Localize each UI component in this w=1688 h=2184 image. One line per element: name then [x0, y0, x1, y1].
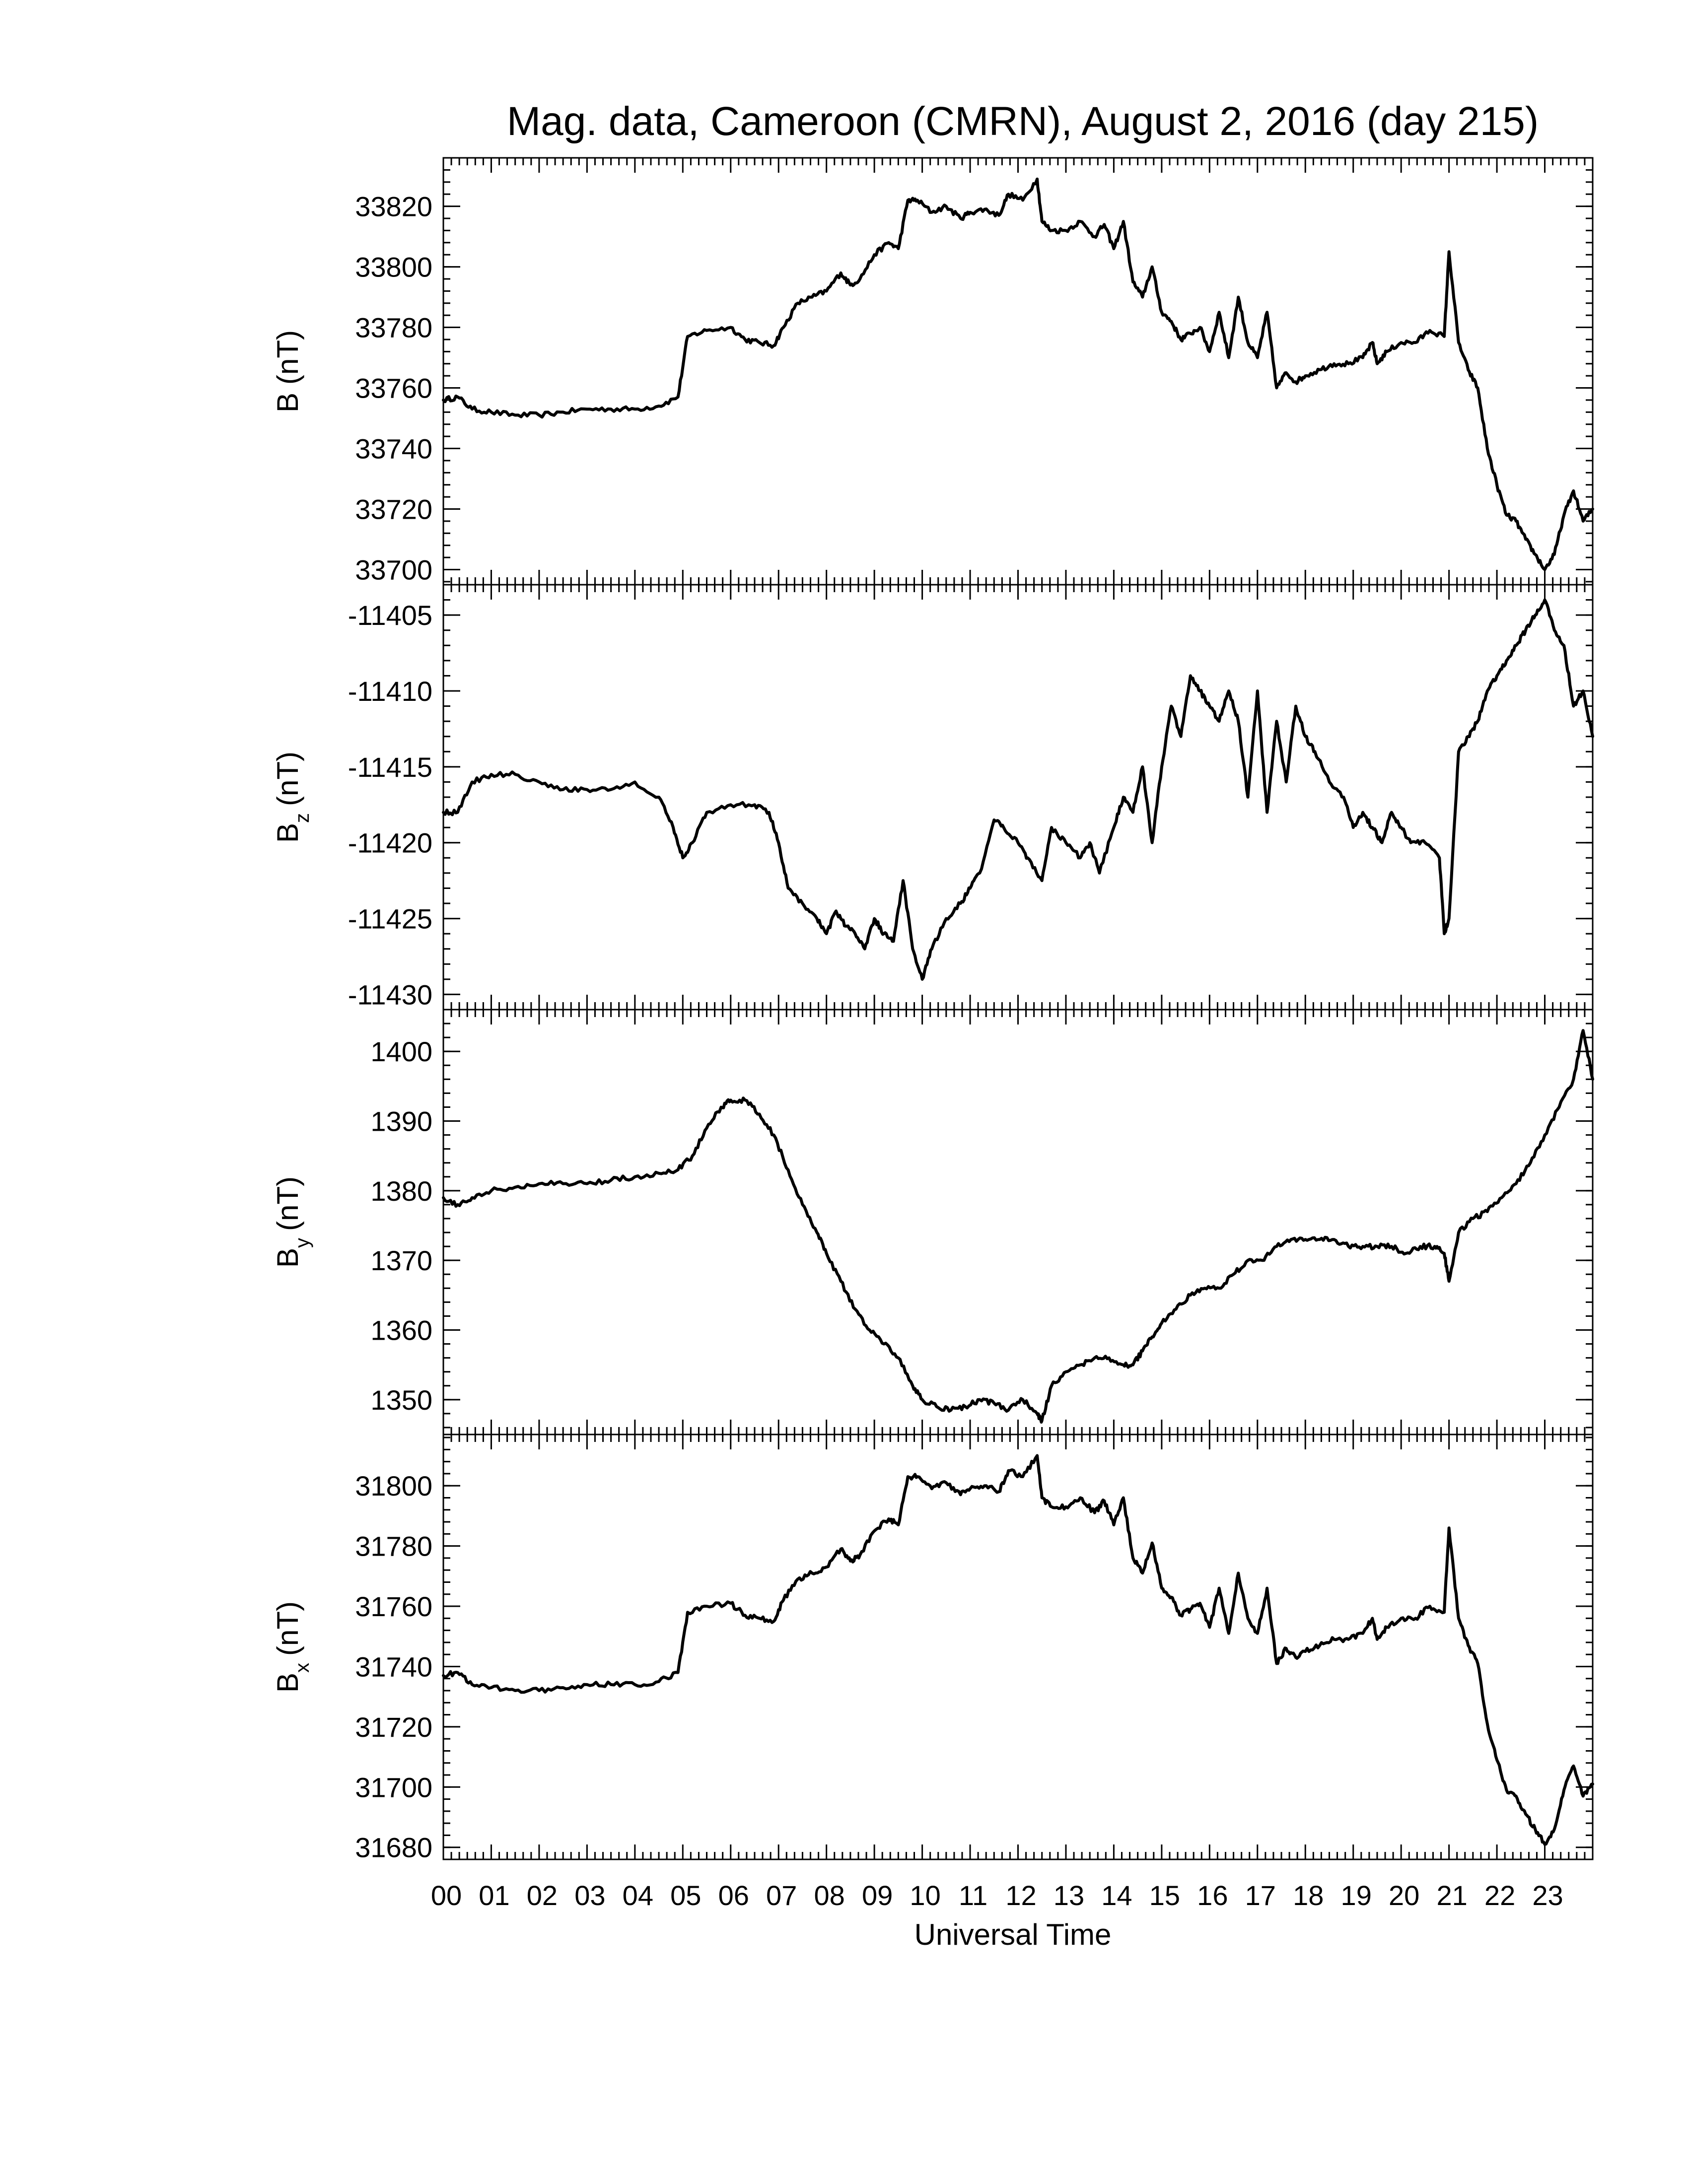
y-tick-label: 31740 [355, 1651, 432, 1682]
panel-3: 1350 1360 1370 1380 1390 1400 By (nT) [271, 1009, 1594, 1435]
x-tick-label: 06 [718, 1880, 749, 1911]
series-line [442, 1454, 1594, 1846]
y-label-main: B [271, 1248, 304, 1268]
x-tick-label: 08 [814, 1880, 845, 1911]
y-axis-label: By (nT) [271, 1176, 313, 1268]
y-tick-label: -11410 [348, 676, 432, 707]
x-tick-label: 01 [479, 1880, 509, 1911]
panel-4: 31680 31700 31720 31740 31760 31780 31800 Bx (nT… [271, 1433, 1594, 1863]
x-tick-label: 19 [1341, 1880, 1372, 1911]
y-tick-label: 33760 [355, 373, 432, 404]
y-tick-label: -11420 [348, 827, 432, 859]
y-tick-label: 31680 [355, 1832, 432, 1863]
x-tick-label: 11 [959, 1880, 987, 1911]
y-axis-label: Bz (nT) [271, 751, 313, 843]
series-line [442, 598, 1594, 981]
y-tick-label: 31720 [355, 1711, 432, 1743]
y-tick-label: 31780 [355, 1531, 432, 1562]
x-tick-label: 10 [910, 1880, 940, 1911]
y-tick-label: -11415 [348, 751, 432, 783]
y-label-main: B [271, 823, 304, 843]
x-tick-label: 16 [1197, 1880, 1228, 1911]
y-label-main: B [271, 1673, 304, 1693]
y-tick-label: -11425 [348, 903, 432, 935]
x-tick-label: 03 [574, 1880, 605, 1911]
x-tick-label: 13 [1054, 1880, 1084, 1911]
panel-1: 33700 33720 33740 33760 33780 33800 33820 B (nT) [271, 157, 1594, 586]
x-tick-label: 20 [1389, 1880, 1419, 1911]
y-tick-label: 1380 [370, 1175, 432, 1207]
x-tick-label: 07 [766, 1880, 797, 1911]
x-tick-label: 04 [623, 1880, 653, 1911]
series-line [442, 177, 1594, 571]
y-tick-label: 31700 [355, 1772, 432, 1803]
y-label-unit: (nT) [271, 1176, 304, 1231]
y-tick-label: 33800 [355, 252, 432, 283]
series-line [442, 1029, 1594, 1424]
x-tick-label: 21 [1436, 1880, 1467, 1911]
x-tick-label: 12 [1005, 1880, 1036, 1911]
y-tick-label: 1350 [370, 1384, 432, 1416]
y-label-subscript: x [291, 1663, 313, 1673]
y-tick-label: 31800 [355, 1470, 432, 1502]
y-tick-label: 1400 [370, 1036, 432, 1067]
y-label-subscript: y [291, 1238, 313, 1248]
chart-title: Mag. data, Cameroon (CMRN), August 2, 20… [507, 99, 1539, 144]
y-label-main: B [271, 393, 304, 412]
y-tick-label: 33820 [355, 191, 432, 222]
x-axis: 00 01 02 03 04 05 06 07 08 09 10 11 12 13 14 15 16 17 18 19… [431, 1880, 1563, 1911]
panel-2: -11430 -11425 -11420 -11415 -11410 -11405 Bz (n… [271, 584, 1594, 1011]
y-tick-label: 33740 [355, 433, 432, 465]
y-label-unit: (nT) [271, 330, 304, 385]
y-tick-label: 33700 [355, 554, 432, 586]
y-tick-label: 1390 [370, 1106, 432, 1137]
y-axis-label: B (nT) [271, 330, 304, 412]
x-axis-label: Universal Time [914, 1918, 1112, 1951]
panels-group: 33700 33720 33740 33760 33780 33800 33820 B (nT)… [271, 157, 1594, 1863]
y-tick-label: 1360 [370, 1315, 432, 1346]
y-tick-label: 31760 [355, 1591, 432, 1622]
y-axis-label: Bx (nT) [271, 1601, 313, 1693]
y-tick-label: -11405 [348, 600, 432, 631]
x-tick-label: 18 [1293, 1880, 1324, 1911]
x-tick-label: 15 [1149, 1880, 1180, 1911]
y-label-subscript: z [291, 813, 313, 823]
x-tick-label: 00 [431, 1880, 462, 1911]
x-tick-label: 17 [1245, 1880, 1276, 1911]
x-tick-label: 14 [1101, 1880, 1132, 1911]
x-tick-label: 05 [670, 1880, 701, 1911]
y-tick-label: 33720 [355, 494, 432, 525]
y-tick-label: -11430 [348, 979, 432, 1010]
x-tick-label: 22 [1484, 1880, 1515, 1911]
y-label-unit: (nT) [271, 1601, 304, 1656]
x-tick-label: 23 [1532, 1880, 1563, 1911]
y-label-unit: (nT) [271, 751, 304, 806]
x-tick-label: 09 [862, 1880, 893, 1911]
y-tick-label: 1370 [370, 1245, 432, 1276]
x-tick-label: 02 [527, 1880, 558, 1911]
y-tick-label: 33780 [355, 312, 432, 343]
